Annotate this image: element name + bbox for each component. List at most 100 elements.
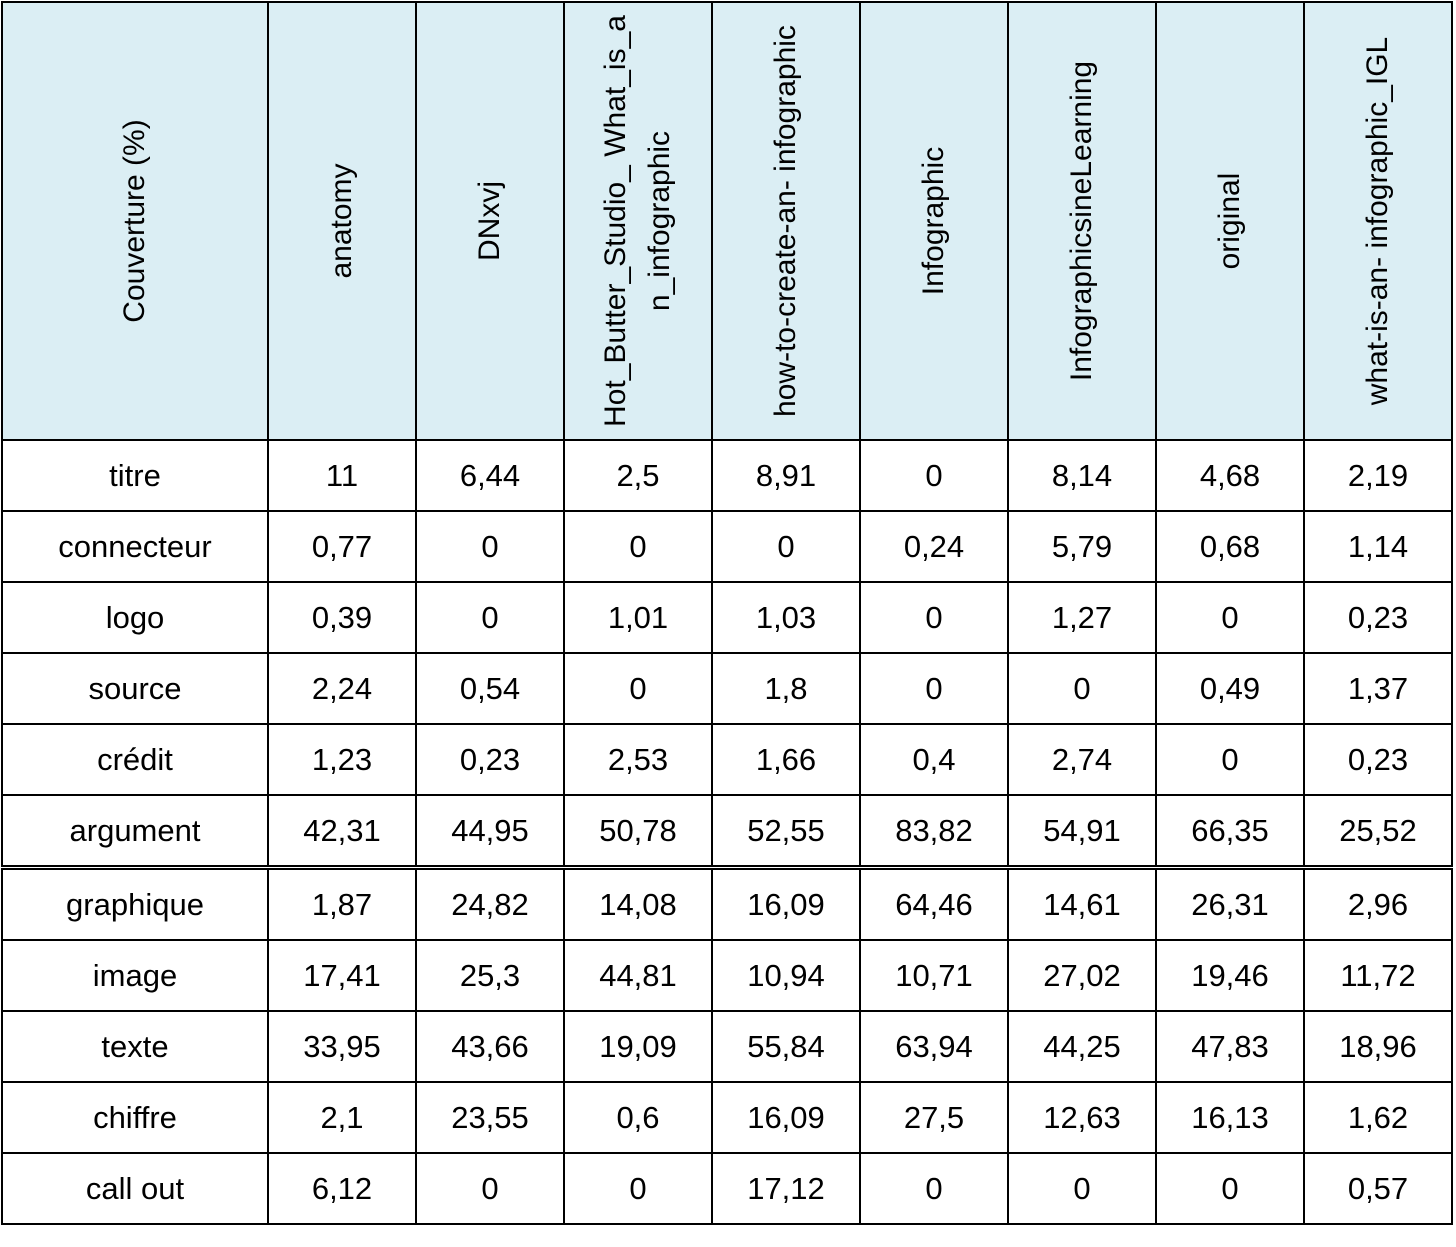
table-cell: 18,96 xyxy=(1303,1010,1453,1083)
table-cell: 0,23 xyxy=(1303,723,1453,796)
table-cell: 0 xyxy=(1155,723,1305,796)
row-label: texte xyxy=(1,1010,269,1083)
table-cell: 2,74 xyxy=(1007,723,1157,796)
column-header: anatomy xyxy=(267,1,417,441)
table-cell: 6,12 xyxy=(267,1152,417,1225)
table-body: titre 11 6,44 2,5 8,91 0 8,14 4,68 2,19 connecteu… xyxy=(1,439,1453,1225)
table-cell: 25,3 xyxy=(415,939,565,1012)
table-row: logo 0,39 0 1,01 1,03 0 1,27 0 0,23 xyxy=(1,581,1453,654)
table-cell: 4,68 xyxy=(1155,439,1305,512)
table-cell: 0,6 xyxy=(563,1081,713,1154)
table-cell: 8,91 xyxy=(711,439,861,512)
table-row: image 17,41 25,3 44,81 10,94 10,71 27,02 19,46 1… xyxy=(1,939,1453,1012)
table-cell: 10,94 xyxy=(711,939,861,1012)
table-cell: 0 xyxy=(563,1152,713,1225)
table-cell: 1,27 xyxy=(1007,581,1157,654)
row-label: argument xyxy=(1,794,269,870)
table-cell: 27,02 xyxy=(1007,939,1157,1012)
table-cell: 14,61 xyxy=(1007,866,1157,941)
table-row: chiffre 2,1 23,55 0,6 16,09 27,5 12,63 16,13 1,6… xyxy=(1,1081,1453,1154)
row-label: graphique xyxy=(1,866,269,941)
column-header-label: InfographicsineLearning xyxy=(1065,60,1098,382)
table-row: connecteur 0,77 0 0 0 0,24 5,79 0,68 1,14 xyxy=(1,510,1453,583)
table-cell: 44,81 xyxy=(563,939,713,1012)
table-cell: 10,71 xyxy=(859,939,1009,1012)
table-cell: 0,68 xyxy=(1155,510,1305,583)
table-cell: 16,13 xyxy=(1155,1081,1305,1154)
column-header: what-is-an- infographic_IGL xyxy=(1303,1,1453,441)
table-cell: 17,12 xyxy=(711,1152,861,1225)
column-header: DNxvj xyxy=(415,1,565,441)
column-header: InfographicsineLearning xyxy=(1007,1,1157,441)
table-cell: 1,03 xyxy=(711,581,861,654)
row-label: crédit xyxy=(1,723,269,796)
table-cell: 0 xyxy=(563,510,713,583)
table-cell: 0 xyxy=(1007,1152,1157,1225)
corner-label: Couverture (%) xyxy=(118,119,151,323)
table-cell: 2,96 xyxy=(1303,866,1453,941)
table-cell: 0 xyxy=(1155,581,1305,654)
table-cell: 47,83 xyxy=(1155,1010,1305,1083)
table-cell: 0,23 xyxy=(415,723,565,796)
table-cell: 2,5 xyxy=(563,439,713,512)
table-cell: 64,46 xyxy=(859,866,1009,941)
table-cell: 27,5 xyxy=(859,1081,1009,1154)
table-cell: 24,82 xyxy=(415,866,565,941)
table-row: argument 42,31 44,95 50,78 52,55 83,82 54,91 66… xyxy=(1,794,1453,870)
column-header-label: Infographic xyxy=(917,146,950,296)
row-label: image xyxy=(1,939,269,1012)
column-header: Hot_Butter_Studio_ What_is_an_infographi… xyxy=(563,1,713,441)
column-header-label: how-to-create-an- infographic xyxy=(769,25,802,417)
table-cell: 0,24 xyxy=(859,510,1009,583)
header-row: Couverture (%) anatomy DNxvj Hot_Butter_… xyxy=(1,1,1453,441)
table-cell: 0 xyxy=(711,510,861,583)
table-cell: 63,94 xyxy=(859,1010,1009,1083)
table-cell: 17,41 xyxy=(267,939,417,1012)
table-row: call out 6,12 0 0 17,12 0 0 0 0,57 xyxy=(1,1152,1453,1225)
table-cell: 0,57 xyxy=(1303,1152,1453,1225)
table-cell: 0 xyxy=(1155,1152,1305,1225)
column-header-label: what-is-an- infographic_IGL xyxy=(1361,36,1394,406)
table-cell: 5,79 xyxy=(1007,510,1157,583)
table-cell: 52,55 xyxy=(711,794,861,870)
table-cell: 0 xyxy=(859,439,1009,512)
table-cell: 42,31 xyxy=(267,794,417,870)
table-cell: 2,1 xyxy=(267,1081,417,1154)
table-cell: 0 xyxy=(859,1152,1009,1225)
column-header: Infographic xyxy=(859,1,1009,441)
table-cell: 0,23 xyxy=(1303,581,1453,654)
table-cell: 0,54 xyxy=(415,652,565,725)
table-cell: 0,49 xyxy=(1155,652,1305,725)
table-cell: 1,01 xyxy=(563,581,713,654)
table-cell: 1,8 xyxy=(711,652,861,725)
table-cell: 19,09 xyxy=(563,1010,713,1083)
table-cell: 50,78 xyxy=(563,794,713,870)
table-cell: 33,95 xyxy=(267,1010,417,1083)
table-cell: 0,4 xyxy=(859,723,1009,796)
table-cell: 44,95 xyxy=(415,794,565,870)
table-cell: 11 xyxy=(267,439,417,512)
table-cell: 44,25 xyxy=(1007,1010,1157,1083)
row-label: source xyxy=(1,652,269,725)
column-header-label: Hot_Butter_Studio_ What_is_an_infographi… xyxy=(599,15,676,427)
table-row: crédit 1,23 0,23 2,53 1,66 0,4 2,74 0 0,23 xyxy=(1,723,1453,796)
table-cell: 23,55 xyxy=(415,1081,565,1154)
table-cell: 26,31 xyxy=(1155,866,1305,941)
table-cell: 55,84 xyxy=(711,1010,861,1083)
row-label: logo xyxy=(1,581,269,654)
table-cell: 1,37 xyxy=(1303,652,1453,725)
column-header-label: original xyxy=(1213,172,1246,270)
table-cell: 0 xyxy=(1007,652,1157,725)
row-label: connecteur xyxy=(1,510,269,583)
table-cell: 16,09 xyxy=(711,866,861,941)
table-cell: 1,23 xyxy=(267,723,417,796)
table-cell: 6,44 xyxy=(415,439,565,512)
table-cell: 0,39 xyxy=(267,581,417,654)
table-row: titre 11 6,44 2,5 8,91 0 8,14 4,68 2,19 xyxy=(1,439,1453,512)
table-cell: 0 xyxy=(859,581,1009,654)
corner-header: Couverture (%) xyxy=(1,1,269,441)
table-cell: 1,66 xyxy=(711,723,861,796)
table-cell: 16,09 xyxy=(711,1081,861,1154)
table-cell: 14,08 xyxy=(563,866,713,941)
table-row: texte 33,95 43,66 19,09 55,84 63,94 44,25 47,83… xyxy=(1,1010,1453,1083)
